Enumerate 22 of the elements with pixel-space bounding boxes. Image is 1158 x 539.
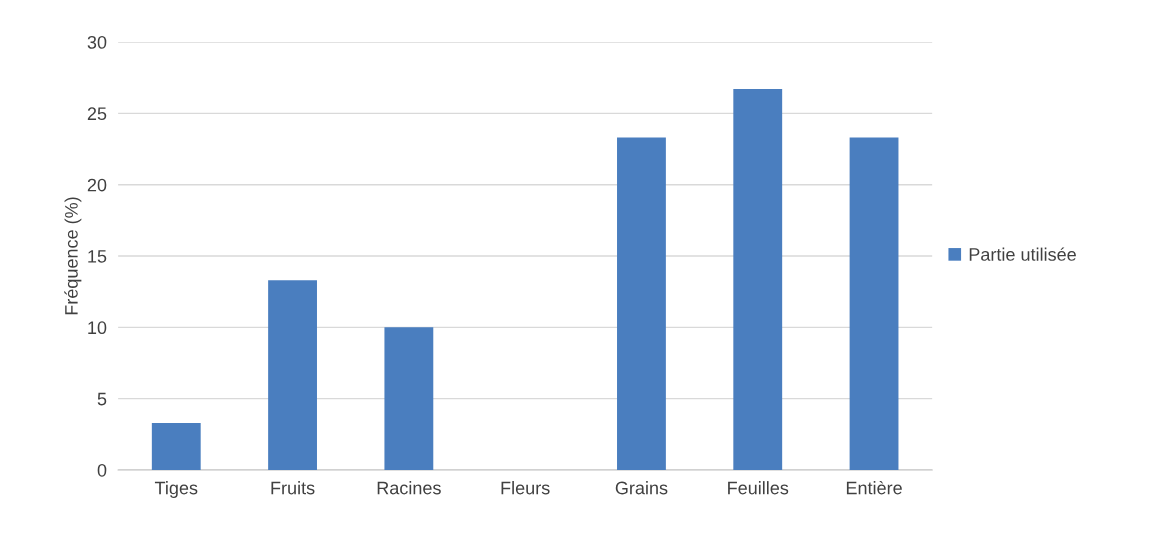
- y-tick-label: 25: [87, 107, 107, 121]
- y-tick-label: 20: [87, 178, 107, 192]
- y-tick-label: 10: [88, 321, 107, 335]
- bar: [849, 137, 899, 471]
- bar: [268, 280, 317, 471]
- x-tick-label: Racines: [377, 481, 441, 495]
- y-axis-title: Fréquence (%): [64, 197, 82, 315]
- bar: [617, 137, 666, 471]
- bar: [733, 89, 783, 471]
- x-tick-label: Entière: [846, 480, 902, 495]
- legend-label: Partie utilisée: [969, 247, 1076, 261]
- bar: [384, 327, 434, 471]
- bar: [151, 422, 201, 471]
- x-tick-label: Feuilles: [728, 481, 789, 495]
- y-tick-label: 0: [97, 463, 107, 477]
- x-tick-label: Fleurs: [501, 481, 550, 495]
- y-tick-label: 5: [97, 392, 107, 406]
- y-tick-label: 30: [87, 35, 107, 49]
- x-tick-label: Tiges: [154, 481, 198, 498]
- x-tick-label: Grains: [615, 481, 668, 495]
- y-tick-label: 15: [88, 250, 107, 263]
- x-tick-label: Fruits: [271, 481, 315, 495]
